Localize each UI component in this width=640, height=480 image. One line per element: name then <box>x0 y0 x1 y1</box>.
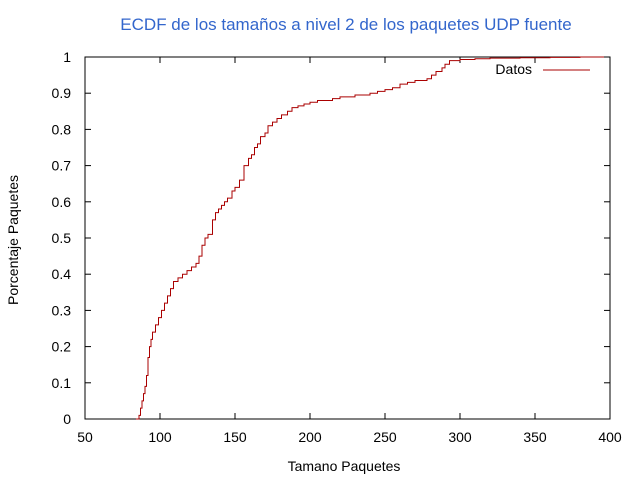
legend: Datos <box>495 61 590 77</box>
y-tick-label: 0.3 <box>52 302 72 318</box>
legend-label-datos: Datos <box>495 61 532 77</box>
x-tick-label: 400 <box>598 429 622 445</box>
series-layer <box>136 56 604 420</box>
x-tick-label: 300 <box>448 429 472 445</box>
series-line-datos <box>136 56 604 420</box>
x-tick-label: 250 <box>373 429 397 445</box>
y-tick-label: 0 <box>63 411 71 427</box>
y-tick-label: 0.9 <box>52 85 72 101</box>
plot-frame <box>84 56 611 420</box>
y-tick-label: 0.2 <box>52 339 72 355</box>
x-tick-label: 100 <box>148 429 172 445</box>
y-axis-ticks: 0 0.1 0.2 0.3 0.4 0.5 0.6 0.7 0.8 0.9 1 <box>52 49 610 427</box>
y-tick-label: 0.7 <box>52 158 72 174</box>
y-tick-label: 1 <box>63 49 71 65</box>
x-tick-label: 50 <box>77 429 93 445</box>
x-axis-ticks: 50 100 150 200 250 300 350 400 <box>77 57 622 445</box>
x-axis-label: Tamano Paquetes <box>288 458 401 474</box>
chart-title: ECDF de los tamaños a nivel 2 de los paq… <box>120 15 571 34</box>
x-tick-label: 150 <box>223 429 247 445</box>
y-axis-label: Porcentaje Paquetes <box>5 175 21 305</box>
y-tick-label: 0.4 <box>52 266 72 282</box>
x-tick-label: 200 <box>298 429 322 445</box>
y-tick-label: 0.8 <box>52 121 72 137</box>
y-tick-label: 0.6 <box>52 194 72 210</box>
y-tick-label: 0.1 <box>52 375 72 391</box>
y-tick-label: 0.5 <box>52 230 72 246</box>
x-tick-label: 350 <box>523 429 547 445</box>
